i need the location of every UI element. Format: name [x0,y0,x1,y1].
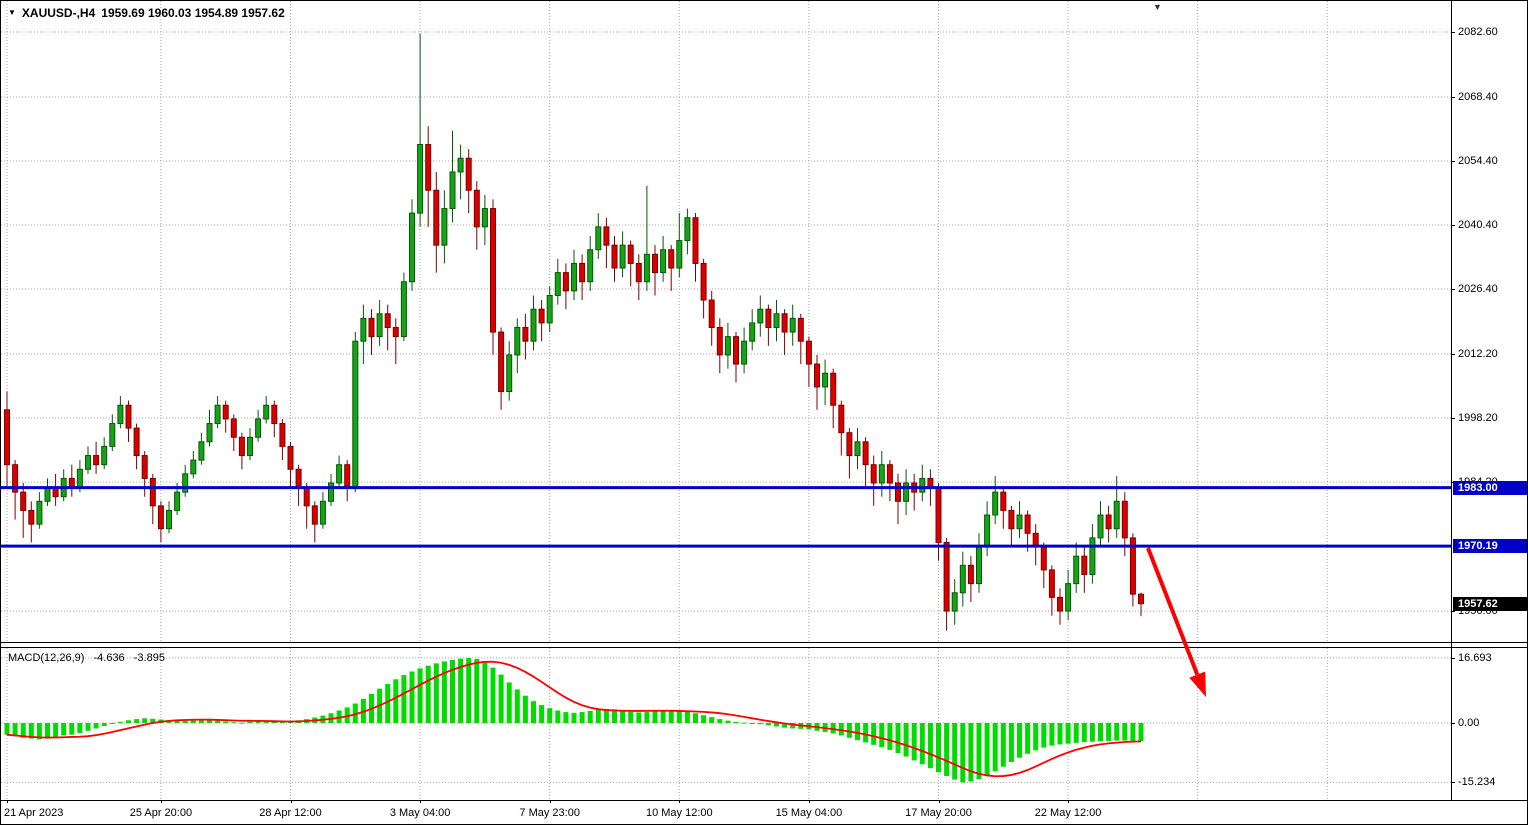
price-badge-1983.00: 1983.00 [1453,480,1527,495]
time-axis-label: 22 May 12:00 [1034,807,1102,819]
axis-tick-mark [420,800,422,803]
price-badge-1970.19: 1970.19 [1453,539,1527,554]
macd-axis-label: -15.234 [1458,776,1496,789]
panel-separator-lower[interactable] [1,647,1527,648]
macd-name-label: MACD(12,26,9) [8,652,85,664]
axis-tick-mark [160,800,162,803]
macd-signal-value: -3.895 [133,652,165,664]
axis-tick-mark [1452,354,1455,355]
price-axis-label: 1998.20 [1458,412,1498,425]
symbol-timeframe-label: XAUUSD-,H4 [21,6,96,20]
axis-tick-mark [679,800,681,803]
ohlc-values: 1959.69 1960.03 1954.89 1957.62 [101,6,285,20]
time-axis-label: 25 Apr 20:00 [129,807,193,819]
price-axis-label: 2068.40 [1458,90,1498,103]
time-axis-label: 15 May 04:00 [775,807,843,819]
time-axis-label: 28 Apr 12:00 [259,807,322,819]
symbol-marker-icon: ▼ [8,8,16,17]
axis-tick-mark [1452,657,1455,659]
axis-tick-mark [1452,160,1455,162]
axis-tick-mark [1452,723,1455,724]
axis-tick-mark [1452,32,1455,33]
axis-tick-mark [1452,225,1455,227]
time-axis[interactable]: 21 Apr 2023 25 Apr 20:00 28 Apr 12:00 3 May… [1,800,1451,824]
time-axis-label: 3 May 04:00 [389,807,451,819]
macd-histogram [4,657,1144,783]
grid-macd [1,648,1451,800]
price-badge-1957.62: 1957.62 [1453,596,1527,611]
panel-separator[interactable] [1,642,1527,643]
axis-tick-mark [1452,782,1455,784]
axis-tick-mark [938,800,940,803]
axis-tick-mark [7,800,8,803]
macd-axis-label: 16.693 [1458,651,1492,664]
time-axis-label: 21 Apr 2023 [4,807,64,819]
macd-value: -4.636 [93,652,125,664]
price-axis-label: 2054.40 [1458,154,1498,167]
price-axis[interactable]: 2082.60 2068.40 2054.40 2040.40 2026.40 2012.… [1452,1,1527,800]
axis-tick-mark [549,800,551,803]
axis-tick-mark [1452,289,1455,291]
macd-axis-label: 0.00 [1458,717,1480,729]
main-chart-area[interactable] [1,1,1451,642]
chart-ohlc-info: ▼ XAUUSD-,H4 1959.69 1960.03 1954.89 195… [8,6,285,20]
price-axis-label: 2082.60 [1458,26,1498,38]
time-axis-line [1,800,1527,801]
axis-tick-mark [290,800,292,803]
price-axis-label: 2040.40 [1458,219,1498,232]
macd-signal-line [6,660,1142,778]
axis-tick-mark [1452,418,1455,420]
time-axis-label: 10 May 12:00 [645,807,713,819]
macd-panel[interactable]: MACD(12,26,9) -4.636 -3.895 [1,648,1451,800]
price-axis-label: 2012.20 [1458,348,1498,360]
price-axis-line [1451,1,1452,800]
candles-layer [4,33,1144,631]
time-axis-label: 17 May 20:00 [905,807,972,819]
chart-shift-marker-icon: ▼ [1153,2,1162,12]
axis-tick-mark [1068,800,1070,803]
macd-indicator-label: MACD(12,26,9) -4.636 -3.895 [8,652,171,664]
axis-tick-mark [1452,611,1455,613]
price-axis-label: 2026.40 [1458,283,1498,296]
time-axis-label: 7 May 23:00 [519,807,580,819]
axis-tick-mark [1452,96,1455,98]
axis-tick-mark [808,800,810,803]
